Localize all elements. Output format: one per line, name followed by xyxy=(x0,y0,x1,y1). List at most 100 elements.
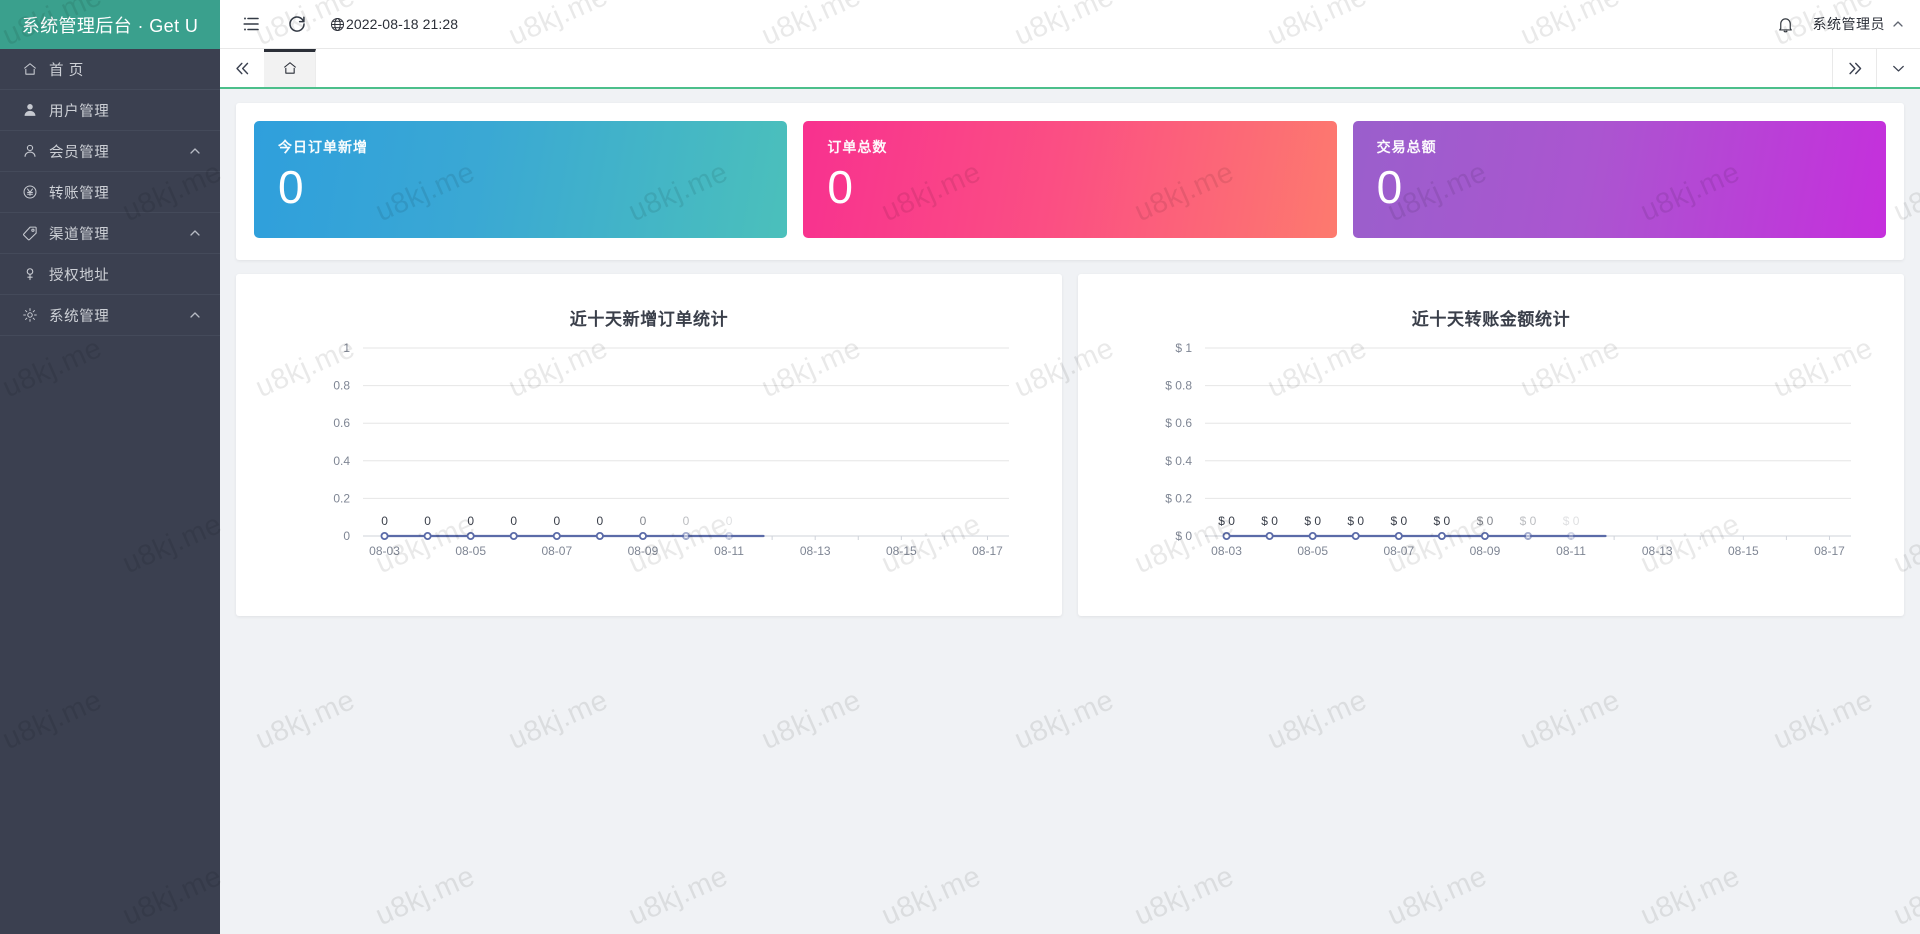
series-point[interactable] xyxy=(1567,531,1576,540)
globe-icon xyxy=(330,17,345,32)
stat-card-title: 今日订单新增 xyxy=(278,139,368,155)
series-point-label: $ 0 xyxy=(1390,514,1407,528)
series-point-label: $ 0 xyxy=(1304,514,1321,528)
x-axis-tick-label: 08-05 xyxy=(1297,544,1328,558)
x-axis-tick-label: 08-13 xyxy=(800,544,831,558)
app-logo-title: 系统管理后台 · Get U xyxy=(0,0,220,49)
sidebar-item-1[interactable]: 用户管理 xyxy=(0,90,220,131)
bell-icon[interactable] xyxy=(1767,5,1805,43)
refresh-icon[interactable] xyxy=(278,5,316,43)
sidebar-item-5[interactable]: 授权地址 xyxy=(0,254,220,295)
yuan-icon xyxy=(20,182,40,202)
double-chevron-right-icon[interactable] xyxy=(1832,49,1876,87)
series-point[interactable] xyxy=(380,531,389,540)
series-point-label: $ 0 xyxy=(1520,514,1537,528)
x-axis-tick-label: 08-05 xyxy=(455,544,486,558)
chart-plot-area[interactable]: $ 0 $ 0.2 $ 0.4 $ 0.6 $ 0.8 $ 1 08-03 08-05 08-0… xyxy=(1078,330,1904,580)
home-icon xyxy=(282,60,298,79)
series-point[interactable] xyxy=(1308,531,1317,540)
series-point-label: 0 xyxy=(381,514,388,528)
y-axis-tick-label: 0.6 xyxy=(333,416,350,430)
series-point-label: 0 xyxy=(640,514,647,528)
series-point[interactable] xyxy=(509,531,518,540)
sidebar-item-label: 系统管理 xyxy=(49,308,110,325)
x-axis-tick-label: 08-15 xyxy=(886,544,917,558)
x-axis-tick-label: 08-09 xyxy=(1470,544,1501,558)
chart-plot-area[interactable]: 0 0.2 0.4 0.6 0.8 1 08-03 08-05 08-07 08-09 08-11 0… xyxy=(236,330,1062,580)
series-point[interactable] xyxy=(1480,531,1489,540)
series-point-label: 0 xyxy=(726,514,733,528)
tag-icon xyxy=(20,223,40,243)
series-point[interactable] xyxy=(1351,531,1360,540)
list-menu-icon[interactable] xyxy=(232,5,270,43)
x-axis-tick-label: 08-09 xyxy=(628,544,659,558)
chart-title: 近十天转账金额统计 xyxy=(1411,310,1571,329)
stat-card-2[interactable]: 交易总额 0 xyxy=(1352,121,1886,238)
y-axis-tick-label: 0.2 xyxy=(333,491,350,505)
double-chevron-left-icon[interactable] xyxy=(220,49,264,87)
x-axis-tick-label: 08-17 xyxy=(972,544,1003,558)
y-axis-tick-label: $ 0.2 xyxy=(1165,491,1192,505)
tabbar-controls xyxy=(1832,49,1920,87)
series-point-label: $ 0 xyxy=(1563,514,1580,528)
series-point[interactable] xyxy=(423,531,432,540)
stat-card-0[interactable]: 今日订单新增 0 xyxy=(254,121,788,238)
sidebar-item-label: 渠道管理 xyxy=(49,226,110,243)
series-point-label: $ 0 xyxy=(1261,514,1278,528)
tab-list xyxy=(264,49,1832,87)
charts-row: 近十天新增订单统计 0 0.2 0.4 0.6 0.8 1 08-03 08-05 08-07 08… xyxy=(236,274,1904,616)
stat-card-value: 0 xyxy=(827,161,854,213)
sidebar: 系统管理后台 · Get U 首 页用户管理会员管理转账管理渠道管理授权地址系统… xyxy=(0,0,220,934)
member-icon xyxy=(20,141,40,161)
x-axis-tick-label: 08-07 xyxy=(541,544,572,558)
series-point[interactable] xyxy=(1265,531,1274,540)
series-point[interactable] xyxy=(595,531,604,540)
y-axis-tick-label: 1 xyxy=(343,341,350,355)
sidebar-item-3[interactable]: 转账管理 xyxy=(0,172,220,213)
series-point[interactable] xyxy=(1222,531,1231,540)
y-axis-tick-label: $ 1 xyxy=(1175,341,1192,355)
user-name: 系统管理员 xyxy=(1812,16,1885,32)
sidebar-item-0[interactable]: 首 页 xyxy=(0,49,220,90)
chevron-up-icon[interactable] xyxy=(188,226,202,240)
sidebar-item-label: 会员管理 xyxy=(49,144,110,161)
sidebar-menu: 首 页用户管理会员管理转账管理渠道管理授权地址系统管理 xyxy=(0,49,220,934)
stat-card-1[interactable]: 订单总数 0 xyxy=(803,121,1337,238)
stat-cards-panel: 今日订单新增 0 订单总数 0 交易总额 0 xyxy=(236,103,1904,260)
series-point[interactable] xyxy=(552,531,561,540)
sidebar-item-2[interactable]: 会员管理 xyxy=(0,131,220,172)
chevron-down-icon[interactable] xyxy=(1876,49,1920,87)
series-point[interactable] xyxy=(1394,531,1403,540)
tab-bar xyxy=(220,49,1920,89)
tab-home[interactable] xyxy=(264,49,316,87)
series-point-label: 0 xyxy=(597,514,604,528)
series-point[interactable] xyxy=(725,531,734,540)
series-point[interactable] xyxy=(638,531,647,540)
chevron-up-icon[interactable] xyxy=(188,144,202,158)
series-point[interactable] xyxy=(1437,531,1446,540)
chevron-up-icon[interactable] xyxy=(188,308,202,322)
datetime-text: 2022-08-18 21:28 xyxy=(346,16,459,32)
chart-title: 近十天新增订单统计 xyxy=(569,310,729,329)
stat-card-value: 0 xyxy=(278,161,305,213)
y-axis-tick-label: $ 0 xyxy=(1175,529,1192,543)
chart-card-1: 近十天转账金额统计 $ 0 $ 0.2 $ 0.4 $ 0.6 $ 0.8 $ 1 08-03… xyxy=(1078,274,1904,616)
series-point-label: 0 xyxy=(553,514,560,528)
series-point[interactable] xyxy=(466,531,475,540)
y-axis-tick-label: 0.8 xyxy=(333,379,350,393)
x-axis-tick-label: 08-17 xyxy=(1814,544,1845,558)
series-point[interactable] xyxy=(1523,531,1532,540)
user-menu[interactable]: 系统管理员 xyxy=(1813,14,1905,34)
x-axis-tick-label: 08-15 xyxy=(1728,544,1759,558)
sidebar-item-6[interactable]: 系统管理 xyxy=(0,295,220,336)
x-axis-tick-label: 08-03 xyxy=(1211,544,1242,558)
series-point-label: 0 xyxy=(467,514,474,528)
series-point-label: $ 0 xyxy=(1477,514,1494,528)
sidebar-item-label: 用户管理 xyxy=(49,103,110,120)
sidebar-item-label: 转账管理 xyxy=(49,185,110,202)
sidebar-item-4[interactable]: 渠道管理 xyxy=(0,213,220,254)
sidebar-item-label: 首 页 xyxy=(49,62,84,79)
chart-card-0: 近十天新增订单统计 0 0.2 0.4 0.6 0.8 1 08-03 08-05 08-07 08… xyxy=(236,274,1062,616)
series-point[interactable] xyxy=(681,531,690,540)
series-point-label: 0 xyxy=(683,514,690,528)
